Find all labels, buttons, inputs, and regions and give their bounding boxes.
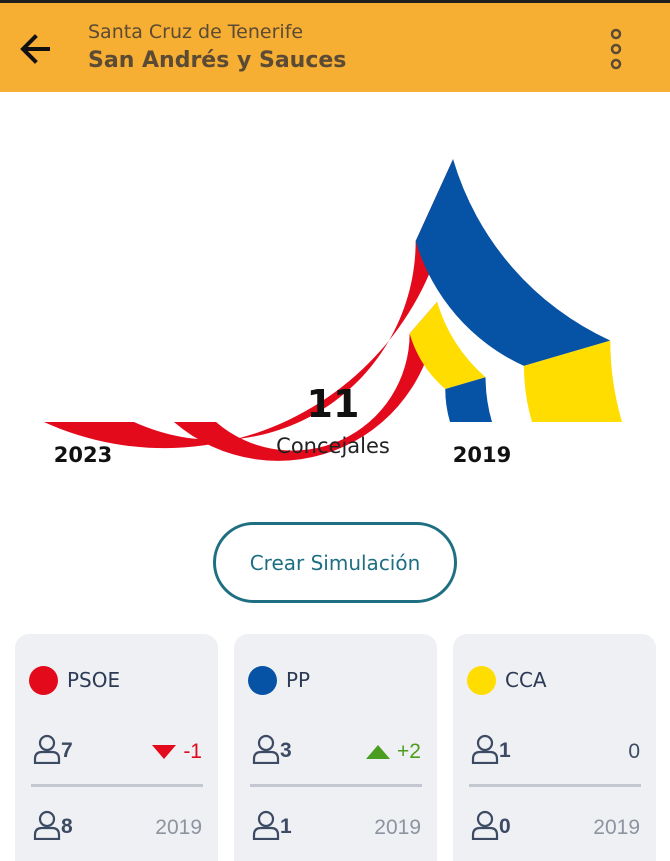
current-seats: 1 [499, 739, 511, 762]
seat-segment-2023-pp [415, 159, 611, 366]
seat-change-value: +2 [397, 740, 421, 763]
person-icon [252, 734, 280, 764]
triangle-down-icon [152, 745, 177, 759]
ring-year-label-2019: 2019 [453, 443, 511, 467]
seat-change: +2 [365, 740, 421, 764]
seat-segment-2019-pp [445, 377, 492, 422]
current-seats: 7 [61, 739, 73, 762]
page-subtitle: Santa Cruz de Tenerife [88, 21, 304, 43]
party-color-dot [248, 665, 277, 695]
party-name: PSOE [67, 668, 121, 692]
seat-change-value: -1 [183, 740, 202, 763]
person-icon [471, 734, 499, 764]
triangle-up-icon [366, 745, 391, 759]
previous-seats: 0 [499, 815, 511, 838]
seat-segment-2019-psoe [174, 301, 438, 461]
previous-year: 2019 [155, 816, 202, 839]
header-titles: Santa Cruz de Tenerife San Andrés y Sauc… [88, 20, 346, 76]
seat-segment-2019-cca [409, 301, 486, 390]
more-menu-button[interactable] [596, 25, 636, 77]
previous-year: 2019 [374, 816, 421, 839]
page-title: San Andrés y Sauces [88, 48, 347, 73]
arrow-left-icon [20, 34, 50, 64]
previous-seats: 1 [280, 815, 292, 838]
back-button[interactable] [10, 23, 62, 75]
center-seat-count: 11 [307, 382, 360, 426]
party-card-pp[interactable]: PP 3 +2 1 2019 [234, 634, 437, 861]
party-card-cca[interactable]: CCA 1 0 0 2019 [453, 634, 656, 861]
person-icon [471, 810, 499, 840]
seat-segment-2023-cca [523, 340, 622, 422]
create-simulation-button[interactable]: Crear Simulación [213, 522, 457, 603]
party-header: PSOE [29, 665, 120, 695]
seat-change-value: 0 [628, 740, 640, 763]
current-seats: 3 [280, 739, 292, 762]
center-seat-label: Concejales [276, 434, 390, 458]
party-card-psoe[interactable]: PSOE 7 -1 8 2019 [15, 634, 218, 861]
card-divider [469, 784, 641, 787]
person-icon [252, 810, 280, 840]
previous-year: 2019 [593, 816, 640, 839]
seat-change: 0 [628, 740, 640, 764]
party-name: PP [286, 668, 311, 692]
status-bar-edge [0, 0, 670, 3]
party-header: PP [248, 665, 310, 695]
ring-year-label-2023: 2023 [54, 443, 112, 467]
more-vertical-icon [610, 28, 622, 70]
party-name: CCA [505, 668, 547, 692]
party-color-dot [467, 665, 496, 695]
app-bar: Santa Cruz de Tenerife San Andrés y Sauc… [0, 3, 670, 92]
ring-2019 [174, 301, 492, 461]
previous-seats: 8 [61, 815, 73, 838]
party-color-dot [29, 665, 58, 695]
card-divider [250, 784, 422, 787]
seat-change: -1 [151, 740, 202, 764]
seats-hemicycle-chart: 11 Concejales 2023 2019 [44, 159, 622, 467]
card-divider [31, 784, 203, 787]
person-icon [33, 810, 61, 840]
person-icon [33, 734, 61, 764]
party-header: CCA [467, 665, 547, 695]
ring-2023 [44, 159, 622, 449]
